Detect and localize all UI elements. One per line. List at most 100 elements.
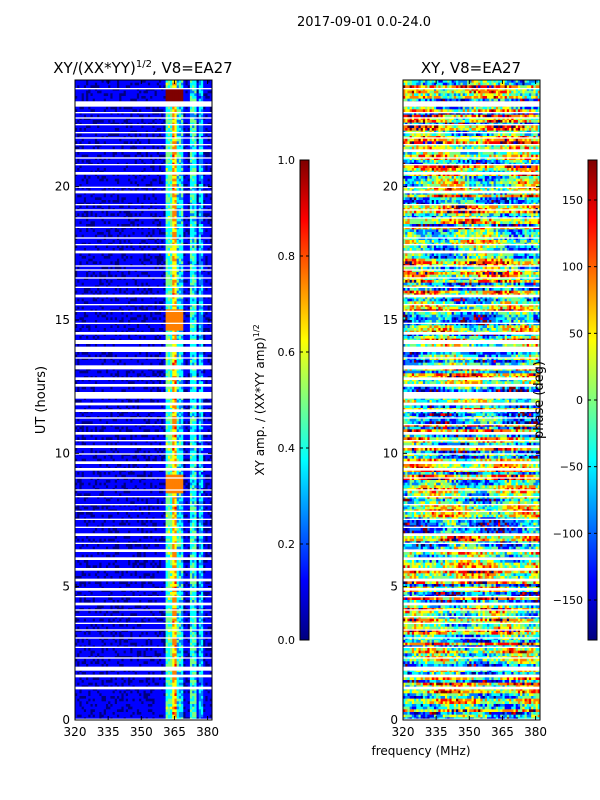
heatmap-cell xyxy=(90,160,94,164)
heatmap-cell xyxy=(192,152,195,156)
heatmap-cell xyxy=(79,146,83,150)
heatmap-cell xyxy=(154,144,158,148)
heatmap-cell xyxy=(150,138,153,142)
heatmap-cell xyxy=(130,114,133,118)
heatmap-cell xyxy=(176,184,180,188)
heatmap-cell xyxy=(108,117,111,121)
heatmap-cell xyxy=(207,112,211,116)
heatmap-cell xyxy=(205,165,208,169)
heatmap-cell xyxy=(163,98,166,102)
heatmap-cell xyxy=(141,168,144,172)
heatmap-cell xyxy=(134,144,138,148)
heatmap-cell xyxy=(112,80,116,84)
heatmap-cell xyxy=(123,205,127,209)
heatmap-cell xyxy=(209,218,212,222)
heatmap-cell xyxy=(150,146,153,150)
heatmap-cell xyxy=(156,226,160,230)
heatmap-cell xyxy=(141,176,144,180)
heatmap-cell xyxy=(174,194,178,198)
heatmap-cell xyxy=(158,197,162,201)
heatmap-cell xyxy=(194,160,197,164)
heatmap-cell xyxy=(92,114,96,118)
heatmap-cell xyxy=(132,144,136,148)
heatmap-cell xyxy=(77,165,80,169)
heatmap-cell xyxy=(158,120,162,124)
heatmap-cell xyxy=(97,128,100,132)
heatmap-cell xyxy=(119,181,122,185)
heatmap-cell xyxy=(128,96,131,100)
heatmap-cell xyxy=(165,80,169,84)
heatmap-cell xyxy=(79,181,83,185)
heatmap-cell xyxy=(139,141,142,145)
heatmap-cell xyxy=(167,186,171,190)
heatmap-cell xyxy=(81,192,85,196)
heatmap-cell xyxy=(170,93,173,97)
heatmap-cell xyxy=(145,226,149,230)
heatmap-cell xyxy=(83,141,87,145)
heatmap-cell xyxy=(132,138,136,142)
heatmap-cell xyxy=(174,192,178,196)
heatmap-cell xyxy=(121,210,125,214)
heatmap-cell xyxy=(81,128,85,132)
heatmap-cell xyxy=(132,173,136,177)
heatmap-cell xyxy=(83,133,87,137)
heatmap-cell xyxy=(123,93,127,97)
heatmap-cell xyxy=(198,138,202,142)
heatmap-cell xyxy=(75,93,78,97)
heatmap-cell xyxy=(147,88,151,92)
heatmap-cell xyxy=(181,128,184,132)
heatmap-cell xyxy=(161,186,164,190)
heatmap-cell xyxy=(136,144,140,148)
heatmap-cell xyxy=(196,112,200,116)
heatmap-cell xyxy=(103,181,107,185)
heatmap-cell xyxy=(156,229,160,233)
heatmap-cell xyxy=(141,88,144,92)
heatmap-cell xyxy=(101,224,105,228)
heatmap-cell xyxy=(101,141,105,145)
heatmap-cell xyxy=(97,141,100,145)
heatmap-cell xyxy=(163,168,166,172)
heatmap-cell xyxy=(103,192,107,196)
heatmap-cell xyxy=(92,152,96,156)
heatmap-cell xyxy=(119,218,122,222)
heatmap-cell xyxy=(163,80,166,84)
heatmap-cell xyxy=(192,168,195,172)
heatmap-cell xyxy=(130,229,133,233)
heatmap-cell xyxy=(196,80,200,84)
heatmap-cell xyxy=(161,210,164,214)
heatmap-cell xyxy=(207,205,211,209)
heatmap-cell xyxy=(200,173,204,177)
heatmap-cell xyxy=(205,109,208,113)
heatmap-cell xyxy=(97,125,100,129)
heatmap-cell xyxy=(134,178,138,182)
heatmap-cell xyxy=(79,88,83,92)
heatmap-cell xyxy=(170,218,173,222)
heatmap-cell xyxy=(205,229,208,233)
heatmap-cell xyxy=(176,80,180,84)
heatmap-cell xyxy=(86,221,89,225)
heatmap-cell xyxy=(200,133,204,137)
heatmap-cell xyxy=(97,88,100,92)
heatmap-cell xyxy=(130,221,133,225)
heatmap-cell xyxy=(119,160,122,164)
heatmap-cell xyxy=(97,157,100,161)
heatmap-cell xyxy=(121,176,125,180)
heatmap-cell xyxy=(139,192,142,196)
heatmap-cell xyxy=(136,194,140,198)
heatmap-cell xyxy=(187,168,191,172)
heatmap-cell xyxy=(194,125,197,129)
heatmap-cell xyxy=(178,141,182,145)
heatmap-cell xyxy=(163,197,166,201)
heatmap-cell xyxy=(174,93,178,97)
heatmap-cell xyxy=(207,90,211,94)
heatmap-cell xyxy=(150,186,153,190)
heatmap-cell xyxy=(198,114,202,118)
heatmap-cell xyxy=(163,192,166,196)
heatmap-cell xyxy=(154,168,158,172)
heatmap-cell xyxy=(143,192,147,196)
heatmap-cell xyxy=(123,194,127,198)
heatmap-cell xyxy=(152,93,155,97)
heatmap-cell xyxy=(130,152,133,156)
heatmap-cell xyxy=(110,205,113,209)
heatmap-cell xyxy=(172,184,175,188)
